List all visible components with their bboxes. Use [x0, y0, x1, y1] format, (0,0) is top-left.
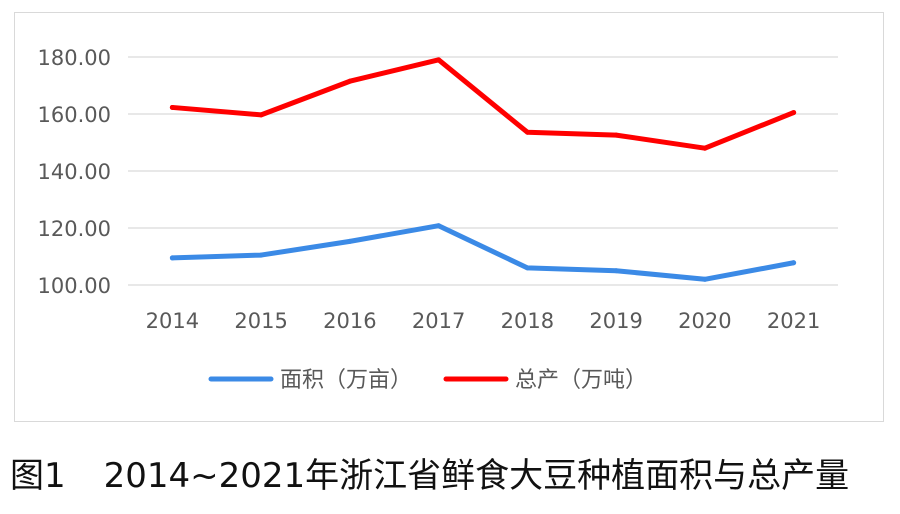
figure-caption: 图1 2014~2021年浙江省鲜食大豆种植面积与总产量 — [10, 448, 890, 497]
legend-label: 面积（万亩） — [280, 368, 412, 393]
data-point — [613, 268, 619, 274]
chart-container — [14, 12, 884, 422]
data-point — [169, 255, 175, 261]
data-point — [702, 145, 708, 151]
data-point — [258, 252, 264, 258]
data-point — [702, 276, 708, 282]
data-point — [436, 57, 442, 63]
x-tick-label: 2016 — [323, 309, 376, 333]
x-tick-label: 2018 — [501, 309, 554, 333]
data-point — [347, 238, 353, 244]
data-point — [347, 78, 353, 84]
data-point — [613, 132, 619, 138]
y-tick-label: 120.00 — [38, 217, 111, 241]
x-tick-label: 2017 — [412, 309, 465, 333]
data-point — [524, 129, 530, 135]
data-point — [169, 104, 175, 110]
x-tick-label: 2014 — [146, 309, 199, 333]
x-tick-label: 2020 — [678, 309, 731, 333]
figure-caption-text: 2014~2021年浙江省鲜食大豆种植面积与总产量 — [103, 456, 850, 496]
data-point — [436, 223, 442, 229]
x-tick-label: 2019 — [589, 309, 642, 333]
legend-label: 总产（万吨） — [515, 368, 647, 393]
x-tick-label: 2015 — [234, 309, 287, 333]
x-tick-label: 2021 — [767, 309, 820, 333]
series-line-2 — [169, 57, 797, 151]
y-tick-label: 100.00 — [38, 274, 111, 298]
figure-number: 图1 — [10, 456, 66, 496]
data-point — [258, 112, 264, 118]
data-point — [791, 260, 797, 266]
data-point — [791, 110, 797, 116]
y-tick-label: 160.00 — [38, 103, 111, 127]
line-chart: 100.00 120.00 140.00 160.00 180.00 2014 2015 20… — [38, 46, 838, 393]
series-line-1 — [169, 223, 797, 282]
y-tick-label: 180.00 — [38, 46, 111, 70]
y-tick-label: 140.00 — [38, 160, 111, 184]
data-point — [524, 265, 530, 271]
